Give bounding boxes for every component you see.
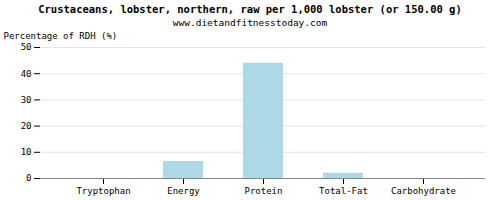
svg-text:Total-Fat: Total-Fat xyxy=(319,186,368,196)
svg-text:40: 40 xyxy=(21,69,32,79)
html-text:Crustaceans, lobster, northern: Crustaceans, lobster, northern, raw per … xyxy=(38,3,462,15)
svg-text:Carbohydrate: Carbohydrate xyxy=(391,186,456,196)
svg-text:Energy: Energy xyxy=(167,186,200,196)
svg-text:Percentage of RDH (%): Percentage of RDH (%) xyxy=(4,31,118,41)
svg-text:30: 30 xyxy=(21,95,32,105)
svg-text:20: 20 xyxy=(21,121,32,131)
html-text:www.dietandfitnesstoday.com: www.dietandfitnesstoday.com xyxy=(172,17,328,28)
svg-text:Tryptophan: Tryptophan xyxy=(76,186,130,196)
svg-text:50: 50 xyxy=(21,42,32,52)
svg-text:0: 0 xyxy=(26,173,31,183)
svg-text:Protein: Protein xyxy=(245,186,283,196)
svg-text:10: 10 xyxy=(21,147,32,157)
